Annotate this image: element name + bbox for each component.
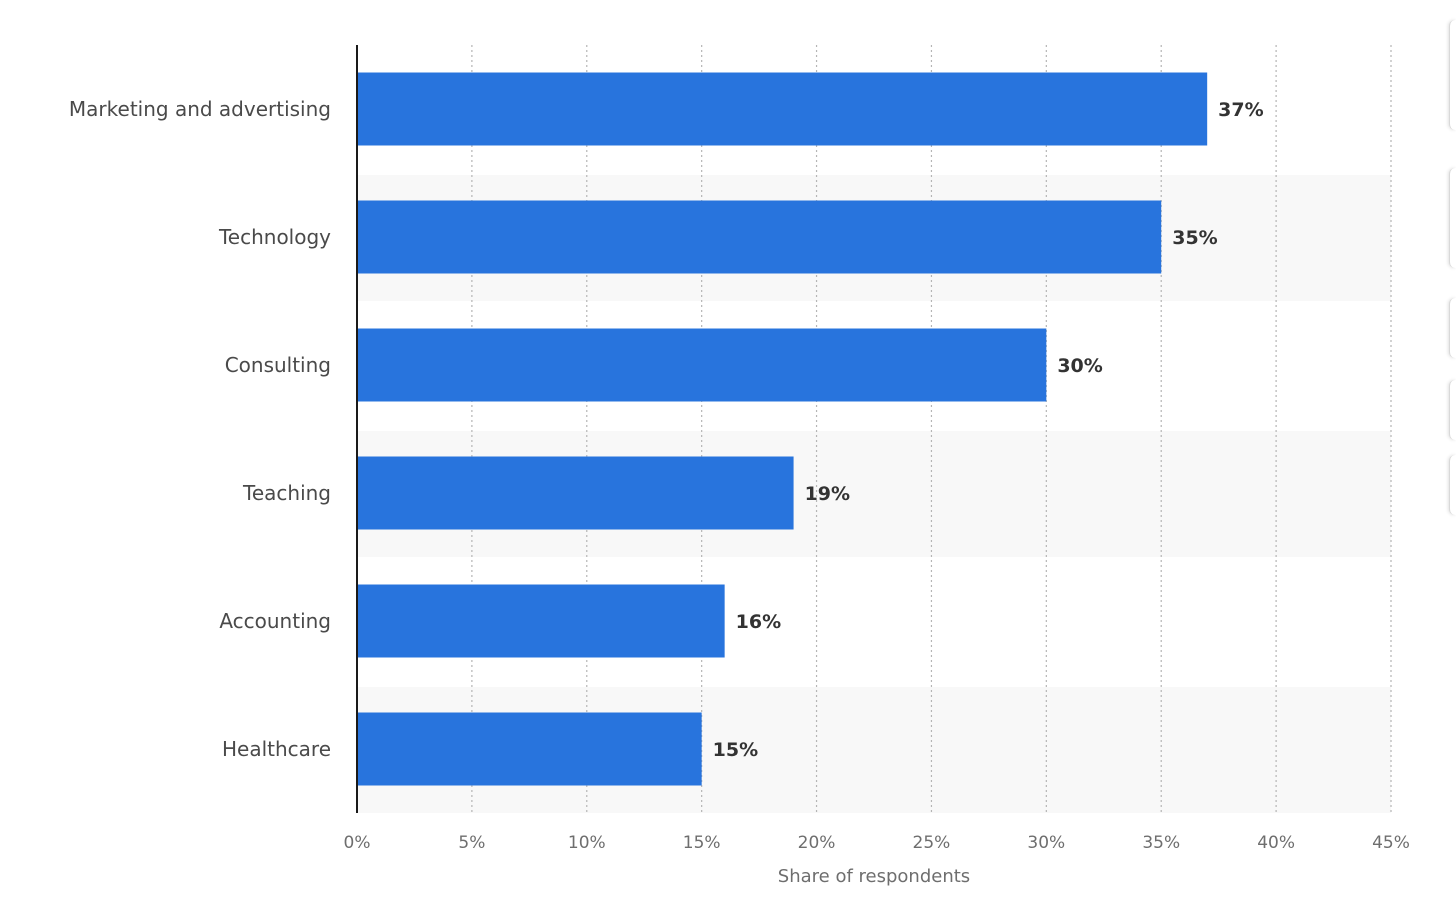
x-axis-title: Share of respondents bbox=[778, 866, 970, 887]
value-labels: 37% 35% 30% 19% 16% 15% bbox=[713, 99, 1264, 761]
value-label: 30% bbox=[1057, 355, 1102, 377]
value-label: 16% bbox=[736, 611, 781, 633]
bar[interactable] bbox=[357, 584, 725, 658]
x-tick-label: 0% bbox=[344, 833, 371, 853]
x-tick-label: 30% bbox=[1027, 833, 1065, 853]
side-panel-tab[interactable] bbox=[1449, 20, 1456, 130]
bar[interactable] bbox=[357, 456, 794, 530]
x-tick-label: 35% bbox=[1142, 833, 1180, 853]
value-label: 19% bbox=[805, 483, 850, 505]
x-tick-label: 20% bbox=[798, 833, 836, 853]
category-label: Teaching bbox=[242, 481, 331, 505]
x-tick-label: 45% bbox=[1372, 833, 1410, 853]
bar[interactable] bbox=[357, 72, 1208, 146]
side-panel-tab[interactable] bbox=[1449, 455, 1456, 515]
category-label: Consulting bbox=[225, 353, 331, 377]
value-label: 37% bbox=[1218, 99, 1263, 121]
gridlines bbox=[471, 45, 1392, 813]
x-tick-label: 10% bbox=[568, 833, 606, 853]
bar[interactable] bbox=[357, 200, 1162, 274]
side-panel-tab[interactable] bbox=[1449, 168, 1456, 268]
category-labels: Marketing and advertising Technology Consu… bbox=[69, 97, 331, 761]
side-panel-tab[interactable] bbox=[1449, 380, 1456, 440]
bars bbox=[357, 72, 1208, 786]
value-label: 35% bbox=[1172, 227, 1217, 249]
value-label: 15% bbox=[713, 739, 758, 761]
category-label: Healthcare bbox=[222, 737, 331, 761]
x-tick-labels: 0% 5% 10% 15% 20% 25% 30% 35% 40% 45% bbox=[344, 833, 1410, 853]
row-bands bbox=[357, 175, 1391, 813]
side-panel-tab[interactable] bbox=[1449, 298, 1456, 358]
bar[interactable] bbox=[357, 328, 1047, 402]
category-label: Accounting bbox=[219, 609, 331, 633]
x-tick-label: 40% bbox=[1257, 833, 1295, 853]
category-label: Marketing and advertising bbox=[69, 97, 331, 121]
bar[interactable] bbox=[357, 712, 702, 786]
x-tick-label: 25% bbox=[913, 833, 951, 853]
x-tick-label: 15% bbox=[683, 833, 721, 853]
category-label: Technology bbox=[218, 225, 331, 249]
x-tick-label: 5% bbox=[458, 833, 485, 853]
